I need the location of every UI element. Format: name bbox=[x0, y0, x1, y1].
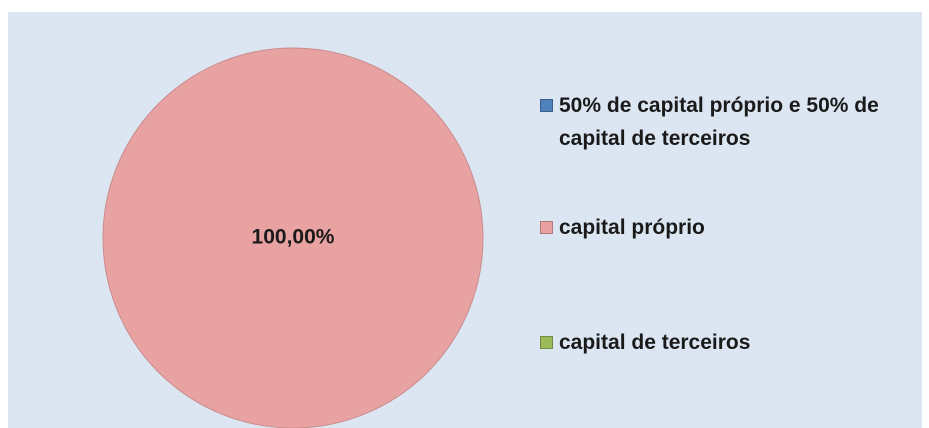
legend-swatch bbox=[540, 336, 553, 349]
legend-item: 50% de capital próprio e 50% de capital … bbox=[540, 89, 920, 155]
legend-swatch bbox=[540, 99, 553, 112]
legend-label: capital de terceiros bbox=[559, 331, 751, 354]
legend-swatch bbox=[540, 221, 553, 234]
pie-slice bbox=[102, 47, 484, 428]
legend-item: capital de terceiros bbox=[540, 326, 920, 359]
legend-item: capital próprio bbox=[540, 211, 920, 244]
legend-label: capital próprio bbox=[559, 216, 705, 239]
legend-label: 50% de capital próprio e 50% de capital … bbox=[559, 94, 879, 150]
data-label: 100,00% bbox=[252, 226, 335, 249]
